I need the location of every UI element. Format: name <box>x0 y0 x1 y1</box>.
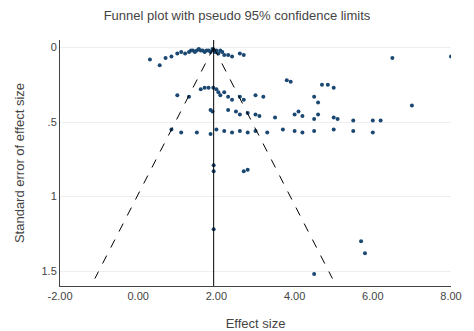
svg-text:2.00: 2.00 <box>206 290 227 302</box>
svg-text:0.00: 0.00 <box>127 290 148 302</box>
svg-text:-2.00: -2.00 <box>47 290 72 302</box>
svg-text:Effect size: Effect size <box>226 316 286 331</box>
svg-text:1: 1 <box>51 190 57 202</box>
svg-text:Funnel plot with pseudo 95% co: Funnel plot with pseudo 95% confidence l… <box>104 8 371 23</box>
svg-text:0: 0 <box>51 41 57 53</box>
svg-text:.5: .5 <box>48 116 57 128</box>
svg-text:8.00: 8.00 <box>440 290 461 302</box>
svg-text:6.00: 6.00 <box>362 290 383 302</box>
svg-text:1.5: 1.5 <box>42 265 57 277</box>
svg-text:Standard error of effect size: Standard error of effect size <box>12 83 27 243</box>
svg-text:4.00: 4.00 <box>284 290 305 302</box>
